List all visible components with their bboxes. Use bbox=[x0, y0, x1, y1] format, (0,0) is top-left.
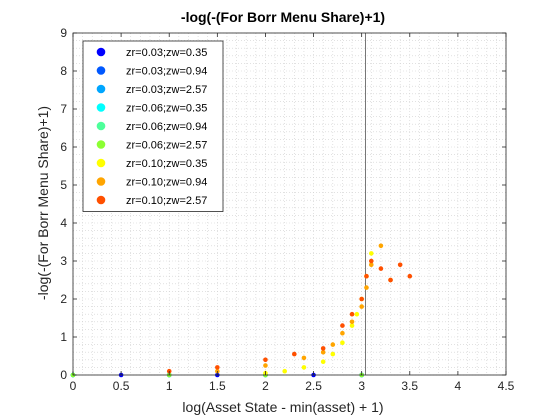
data-point bbox=[215, 365, 220, 370]
data-point bbox=[364, 285, 369, 290]
legend-label: zr=0.10;zw=0.94 bbox=[126, 177, 207, 189]
data-point bbox=[359, 296, 364, 302]
data-point bbox=[359, 304, 364, 309]
legend-marker bbox=[96, 47, 106, 57]
data-point bbox=[330, 342, 336, 347]
legend-marker bbox=[96, 66, 106, 75]
axes-box bbox=[72, 32, 507, 376]
y-tick-label: 4 bbox=[60, 216, 67, 230]
x-tick-label: 1 bbox=[166, 379, 173, 393]
data-point bbox=[354, 311, 360, 317]
data-point bbox=[378, 243, 384, 249]
data-point bbox=[320, 359, 326, 365]
legend-marker bbox=[96, 121, 106, 131]
data-point bbox=[263, 357, 268, 363]
data-point bbox=[330, 351, 336, 357]
y-axis-title: -log(-(For Borr Menu Share)+1) bbox=[35, 106, 51, 300]
y-tick-label: 0 bbox=[60, 368, 67, 382]
data-point bbox=[282, 368, 287, 374]
y-tick-label: 5 bbox=[60, 178, 67, 192]
y-tick-label: 3 bbox=[60, 254, 67, 268]
data-point bbox=[368, 251, 374, 256]
legend-label: zr=0.06;zw=2.57 bbox=[126, 140, 207, 152]
legend-label: zr=0.03;zw=0.94 bbox=[126, 66, 207, 78]
data-point bbox=[340, 340, 345, 346]
data-point bbox=[320, 346, 326, 351]
x-tick-label: 2 bbox=[262, 379, 269, 393]
data-point bbox=[378, 266, 384, 271]
data-point bbox=[340, 323, 345, 328]
x-tick-label: 4.5 bbox=[498, 379, 515, 393]
data-point bbox=[349, 323, 355, 328]
y-tick-label: 8 bbox=[60, 64, 67, 78]
legend-label: zr=0.03;zw=0.35 bbox=[126, 47, 207, 59]
y-tick-label: 9 bbox=[60, 26, 67, 40]
legend-marker bbox=[96, 84, 106, 94]
data-point bbox=[340, 330, 345, 336]
x-tick-label: 3 bbox=[358, 379, 365, 393]
data-point bbox=[349, 311, 355, 317]
x-tick-label: 3.5 bbox=[401, 379, 418, 393]
y-tick-label: 1 bbox=[60, 330, 67, 344]
data-point bbox=[397, 262, 403, 268]
data-point bbox=[292, 351, 297, 357]
x-tick-label: 2.5 bbox=[305, 379, 322, 393]
legend-marker bbox=[96, 177, 106, 186]
data-point bbox=[407, 273, 413, 279]
y-tick-label: 2 bbox=[60, 292, 67, 306]
data-point bbox=[388, 277, 393, 283]
data-point bbox=[368, 262, 374, 268]
chart-title: -log(-(For Borr Menu Share)+1) bbox=[181, 9, 385, 25]
y-tick-label: 6 bbox=[60, 140, 67, 154]
legend-label: zr=0.10;zw=2.57 bbox=[126, 195, 207, 207]
data-point bbox=[320, 349, 326, 355]
data-point bbox=[349, 319, 355, 325]
legend-label: zr=0.06;zw=0.35 bbox=[126, 103, 207, 115]
x-axis-title: log(Asset State - min(asset) + 1) bbox=[182, 399, 383, 415]
legend-box bbox=[82, 40, 224, 212]
data-point bbox=[301, 355, 307, 361]
legend-marker bbox=[96, 103, 106, 112]
x-tick-label: 0.5 bbox=[113, 379, 130, 393]
data-point bbox=[301, 365, 307, 370]
x-tick-label: 1.5 bbox=[209, 379, 226, 393]
legend-marker bbox=[96, 140, 106, 149]
data-point bbox=[364, 273, 369, 279]
legend-marker bbox=[96, 158, 106, 168]
legend-label: zr=0.03;zw=2.57 bbox=[126, 84, 207, 96]
data-point bbox=[368, 258, 374, 264]
y-tick-label: 7 bbox=[60, 102, 67, 116]
tick-labels: 0 0.5 1 1.5 2 2.5 3 3.5 4 4.5 0 1 2 3 4 5 6 7 8 9 bbox=[60, 26, 514, 393]
legend: zr=0.03;zw=0.35 zr=0.03;zw=0.94 zr=0.03;zw… bbox=[82, 40, 224, 212]
x-tick-label: 4 bbox=[455, 379, 462, 393]
legend-label: zr=0.06;zw=0.94 bbox=[126, 121, 207, 133]
legend-label: zr=0.10;zw=0.35 bbox=[126, 158, 207, 170]
x-tick-label: 0 bbox=[70, 379, 77, 393]
data-point bbox=[263, 363, 268, 368]
legend-marker bbox=[96, 195, 106, 205]
axes-frame bbox=[72, 32, 507, 376]
